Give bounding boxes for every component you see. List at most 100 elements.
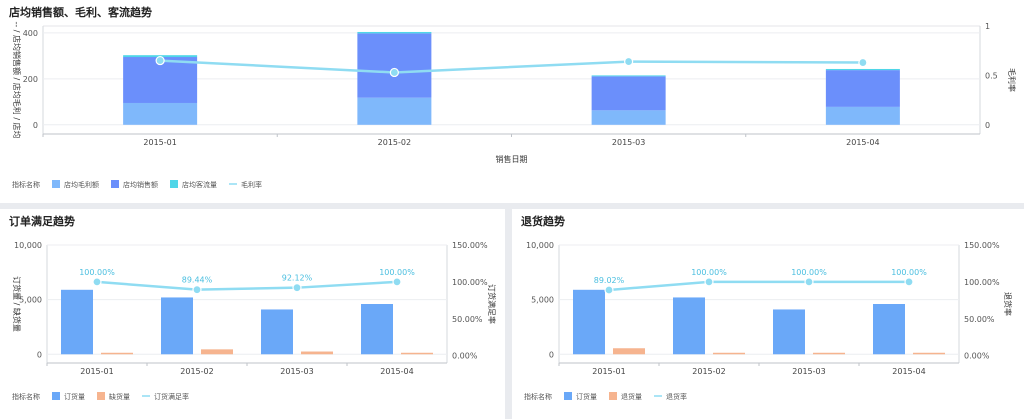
y-tick-label: 0 <box>37 350 42 359</box>
bar-profit <box>123 102 198 125</box>
bar-order_qty <box>61 289 93 355</box>
returns-panel: 退货趋势 0 5,000 10,000 0.00% 50.00% 100.00% 150.0… <box>512 209 1024 419</box>
rate-data-label: 89.44% <box>182 276 213 285</box>
x-tick-label: 2015-04 <box>892 367 925 376</box>
y-tick-label: 0 <box>549 350 554 359</box>
x-tick-label: 2015-01 <box>80 367 113 376</box>
x-axis-title: 销售日期 <box>496 154 528 164</box>
y-axis-title: 订货量 / 缺货量 <box>12 276 22 332</box>
bar-shortage <box>301 351 333 355</box>
bar-traffic <box>591 75 666 77</box>
sales-profit-traffic-panel: 店均销售额、毛利、客流趋势 0 200 400 0 0.5 1 2015-01 2015-02… <box>0 0 1024 203</box>
rate-point <box>392 277 402 287</box>
rate-point <box>624 56 634 67</box>
rate-point <box>858 57 868 68</box>
rate-data-label: 89.02% <box>594 276 625 285</box>
bar-order_qty <box>773 309 805 355</box>
legend-item: 订货量 <box>576 392 597 401</box>
rate-line <box>608 280 909 292</box>
y2-axis-title: 毛利率 <box>1007 68 1017 92</box>
bar-shortage <box>201 349 233 355</box>
y-tick-label: 5,000 <box>531 296 554 305</box>
order-fulfillment-panel: 订单满足趋势 0 5,000 10,000 0.00% 50.00% 100.00% 150… <box>0 209 505 419</box>
x-tick-label: 2015-01 <box>592 367 625 376</box>
y-tick-label: 0 <box>33 121 38 130</box>
y2-tick-label: 150.00% <box>452 241 488 250</box>
legend-swatch <box>609 392 617 400</box>
legend-swatch <box>52 180 60 188</box>
rate-line <box>160 59 863 74</box>
x-tick-label: 2015-03 <box>612 138 645 147</box>
legend-swatch <box>170 180 178 188</box>
rate-point <box>604 285 614 295</box>
rate-data-label: 100.00% <box>891 268 927 277</box>
y2-axis-title: 订货满足率 <box>487 284 497 324</box>
rate-point <box>804 277 814 287</box>
bar-sales <box>825 70 900 107</box>
bar-order_qty <box>261 309 293 355</box>
legend-swatch <box>564 392 572 400</box>
legend-item: 订货满足率 <box>154 392 189 401</box>
rate-point <box>92 277 102 287</box>
rate-point <box>292 283 302 293</box>
rate-point <box>155 55 165 66</box>
sales-profit-traffic-chart: 0 200 400 0 0.5 1 2015-01 2015-02 2015-03 2015-04… <box>12 21 1017 189</box>
returns-chart: 0 5,000 10,000 0.00% 50.00% 100.00% 150.00% 201… <box>524 241 1013 401</box>
rate-data-label: 100.00% <box>79 268 115 277</box>
x-tick-label: 2015-03 <box>792 367 825 376</box>
legend-item: 缺货量 <box>109 392 130 401</box>
rate-data-label: 100.00% <box>791 268 827 277</box>
rate-data-label: 100.00% <box>379 268 415 277</box>
bar-traffic <box>357 31 432 34</box>
legend-title: 指标名称 <box>12 180 40 189</box>
y2-tick-label: 150.00% <box>964 241 1000 250</box>
order-fulfillment-chart: 0 5,000 10,000 0.00% 50.00% 100.00% 150.00% 201… <box>12 241 497 401</box>
bar-profit <box>825 106 900 125</box>
rate-data-label: 92.12% <box>282 274 313 283</box>
legend-swatch <box>97 392 105 400</box>
panel-title: 店均销售额、毛利、客流趋势 <box>9 6 152 19</box>
bar-profit <box>591 110 666 125</box>
y2-axis-title: 退货率 <box>1003 292 1013 316</box>
legend-item: 订货量 <box>64 392 85 401</box>
rate-point <box>389 67 399 78</box>
y2-tick-label: 0 <box>985 121 990 130</box>
legend-title: 指标名称 <box>524 392 552 401</box>
bar-order_qty <box>161 297 193 355</box>
bar-sales <box>591 76 666 111</box>
panel-title: 订单满足趋势 <box>9 215 75 228</box>
legend-item: 店均客流量 <box>182 180 217 189</box>
y-axis-title: -- / 店均销售额 / 店均毛利 / 店均 <box>12 21 22 138</box>
legend-item: 毛利率 <box>241 180 262 189</box>
rate-point <box>704 277 714 287</box>
bar-return_qty <box>813 352 845 355</box>
y-tick-label: 400 <box>23 29 38 38</box>
panel-title: 退货趋势 <box>521 215 565 228</box>
bar-shortage <box>101 352 133 355</box>
bar-order_qty <box>361 304 393 355</box>
legend-swatch <box>52 392 60 400</box>
bar-return_qty <box>913 352 945 355</box>
bar-profit <box>357 97 432 125</box>
legend-item: 退货率 <box>666 392 687 401</box>
legend-item: 店均毛利额 <box>64 180 99 189</box>
bar-order_qty <box>673 297 705 355</box>
y2-tick-label: 100.00% <box>964 278 1000 287</box>
bar-shortage <box>401 352 433 355</box>
y2-tick-label: 100.00% <box>452 278 488 287</box>
x-tick-label: 2015-02 <box>378 138 411 147</box>
bar-return_qty <box>613 348 645 355</box>
y2-tick-label: 0.00% <box>452 352 478 361</box>
bar-traffic <box>825 68 900 71</box>
rate-point <box>192 285 202 295</box>
bar-sales <box>357 33 432 98</box>
x-tick-label: 2015-04 <box>846 138 879 147</box>
y2-tick-label: 50.00% <box>452 315 483 324</box>
x-tick-label: 2015-03 <box>280 367 313 376</box>
bar-return_qty <box>713 352 745 355</box>
y-tick-label: 200 <box>23 75 38 84</box>
y2-tick-label: 0.00% <box>964 352 990 361</box>
bar-order_qty <box>573 289 605 355</box>
x-tick-label: 2015-02 <box>692 367 725 376</box>
x-tick-label: 2015-01 <box>143 138 176 147</box>
